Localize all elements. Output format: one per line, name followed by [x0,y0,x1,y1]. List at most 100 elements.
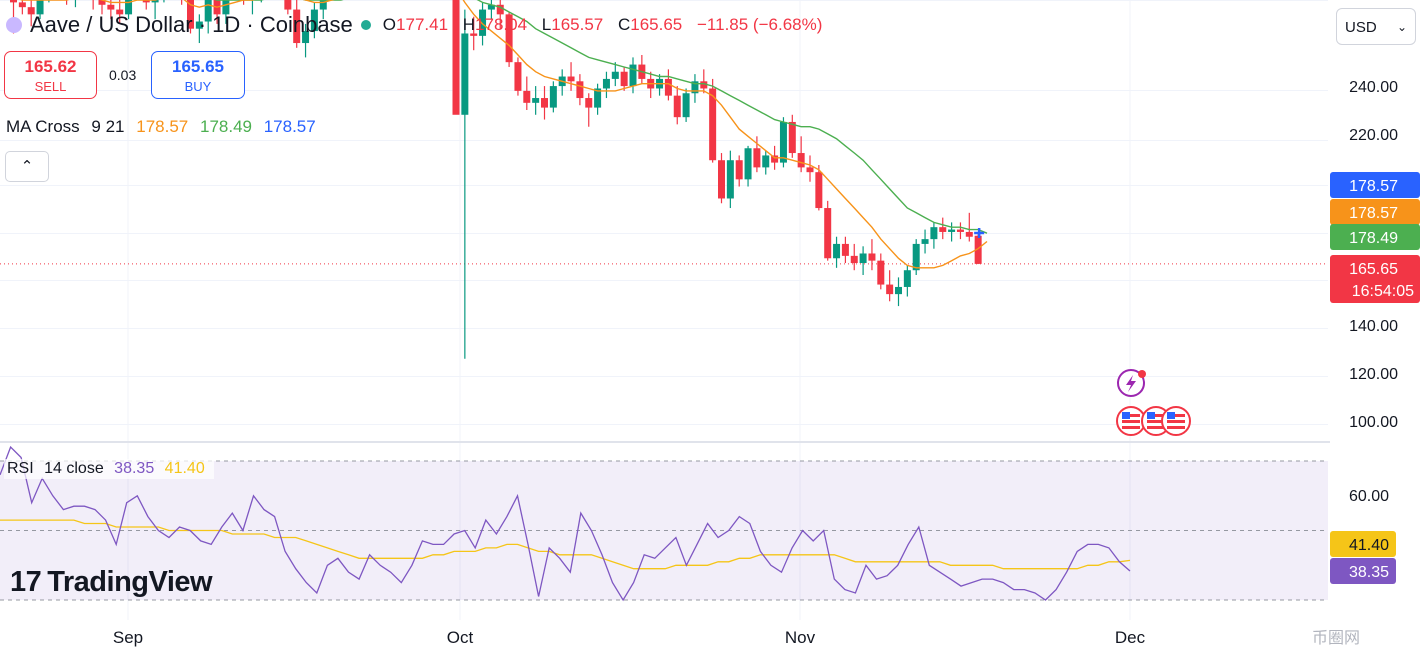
price-badge-label: 178.57 [1349,178,1398,195]
candle [310,9,318,32]
flag-stripe [1122,414,1140,417]
candle [187,0,194,29]
candle [912,243,920,271]
candle [664,78,672,96]
candle [956,229,964,232]
price-tick-label: 240.00 [1349,79,1398,96]
rsi-value: 38.35 [114,460,155,477]
candle [877,260,885,285]
candle [10,0,17,3]
buy-price: 165.65 [172,57,224,76]
rsi-badge [1330,558,1396,584]
candle [682,93,690,118]
flag-canton [1147,412,1155,419]
flag-stripe [1167,426,1185,429]
candle [549,86,557,108]
candle [116,9,124,15]
candle [903,270,911,287]
candle [841,243,849,256]
candle [779,121,787,163]
sell-price: 165.62 [24,57,77,76]
candle [567,76,575,82]
rsi-badge-label: 41.40 [1349,537,1389,554]
ma-params: 9 21 [91,117,125,136]
candle [611,71,619,79]
event-icons[interactable] [1116,369,1191,436]
candle [673,95,681,118]
rsi-lines [0,445,1131,602]
candle [487,4,495,10]
price-tick-label: 120.00 [1349,366,1398,383]
aave-logo-icon [6,17,22,33]
ma-value-1: 178.57 [136,117,189,136]
candle [930,227,938,240]
price-badge-label: 165.65 [1349,261,1398,278]
countdown-label: 16:54:05 [1352,283,1414,300]
candle [541,98,548,108]
symbol-header: Aave / US Dollar · 1D · Coinbase O177.41… [6,12,832,38]
time-tick-label: Sep [113,628,143,647]
price-badge [1330,224,1420,250]
flag-canton [1122,412,1130,419]
candle [523,90,531,103]
price-badge [1330,199,1420,225]
currency-select[interactable]: USD ⌄ [1336,8,1416,45]
flag-stripe [1147,420,1165,423]
candle [939,227,947,232]
candle [302,31,310,44]
flag-stripe [1122,426,1140,429]
rsi-params: 14 close [44,460,104,477]
price-tick-label: 140.00 [1349,318,1398,335]
candle [629,64,637,87]
candle [965,231,973,237]
candle [700,81,708,89]
tradingview-mark-icon: 17 [10,566,42,598]
symbol-title[interactable]: Aave / US Dollar · 1D · Coinbase [30,12,353,37]
candle [744,148,752,180]
candle [824,208,832,259]
rsi-badge [1330,531,1396,557]
candle [797,153,805,168]
buy-button[interactable]: 165.65 BUY [151,51,245,99]
candle [125,0,133,15]
candle [27,7,35,15]
sell-button[interactable]: 165.62 SELL [4,51,97,99]
candle [709,88,717,161]
candle [602,78,610,89]
candle [886,284,894,295]
candle [576,81,584,99]
candle [753,148,761,168]
candle [142,0,150,3]
price-tick-label: 220.00 [1349,127,1398,144]
rsi-line [0,445,1131,602]
rsi-badge-label: 38.35 [1349,564,1389,581]
spread-value: 0.03 [109,67,137,83]
chevron-up-icon: ⌃ [20,158,34,175]
flag-canton [1167,412,1175,419]
candle [18,2,26,8]
price-badge [1330,255,1420,303]
candle [98,0,106,5]
sell-label: SELL [34,79,67,94]
candle [293,9,301,44]
candle [868,253,876,261]
watermark: 币圈网 [1312,630,1361,647]
candle [833,243,841,259]
candle [195,21,203,29]
tradingview-logo[interactable]: 17 TradingView [10,566,213,599]
ma-slow-line [214,0,988,234]
chevron-down-icon: ⌄ [1396,20,1407,34]
flag-stripe [1147,426,1165,429]
ma-value-3: 178.57 [263,117,316,136]
flag-stripe [1147,414,1165,417]
rsi-legend[interactable]: RSI 14 close 38.35 41.40 [4,459,214,479]
ma-fast-line [19,0,988,269]
flag-stripe [1167,414,1185,417]
candle [461,33,469,115]
change-value: −11.85 (−6.68%) [697,15,823,34]
candle [284,0,292,10]
ma-cross-legend[interactable]: MA Cross 9 21 178.57 178.49 178.57 [6,117,323,137]
time-tick-label: Dec [1115,628,1146,647]
collapse-legend-button[interactable]: ⌃ [5,151,49,182]
